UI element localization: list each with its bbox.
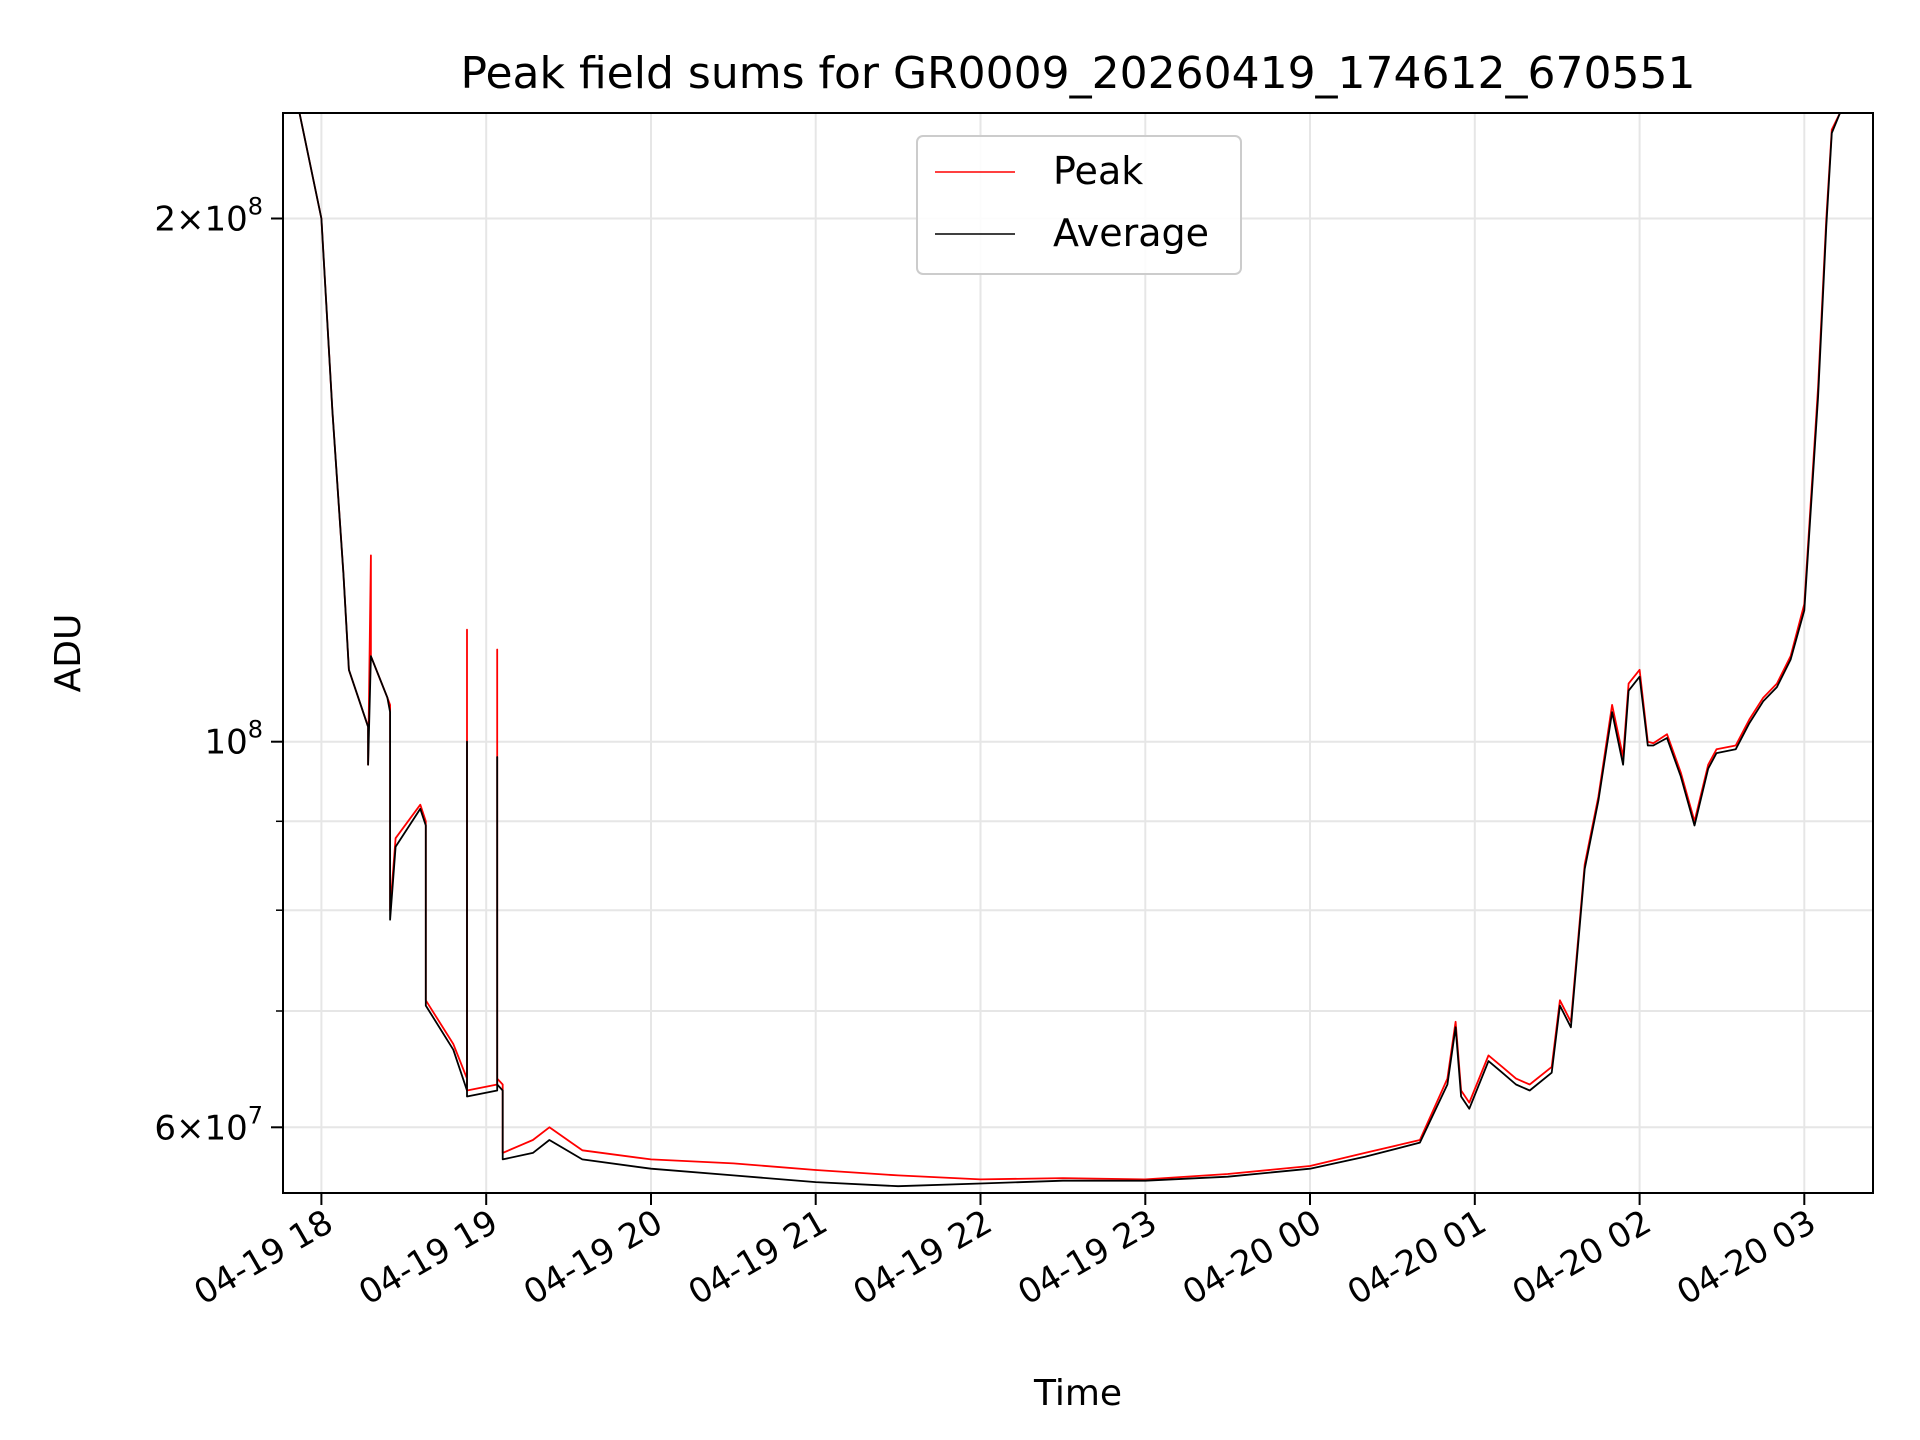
chart-title: Peak field sums for GR0009_20260419_1746… [461,48,1696,99]
y-tick-label: 6×107 [154,1101,263,1148]
y-tick-label: 2×108 [154,193,263,240]
y-axis-label: ADU [48,614,89,693]
legend-peak-label: Peak [1053,149,1143,193]
legend-average-label: Average [1053,211,1209,255]
legend-box [916,135,1242,275]
legend: Peak Average [916,135,1242,275]
y-tick-label: 108 [204,716,263,763]
series-lines [283,112,1873,1188]
grid [283,113,1873,1193]
y-axis: 6×107 108 2×108 [154,193,283,1148]
plot-frame [282,112,1874,1194]
x-axis-label: Time [1033,1373,1122,1414]
plot-area-background [283,113,1873,1193]
series-line-average [283,112,1873,1188]
